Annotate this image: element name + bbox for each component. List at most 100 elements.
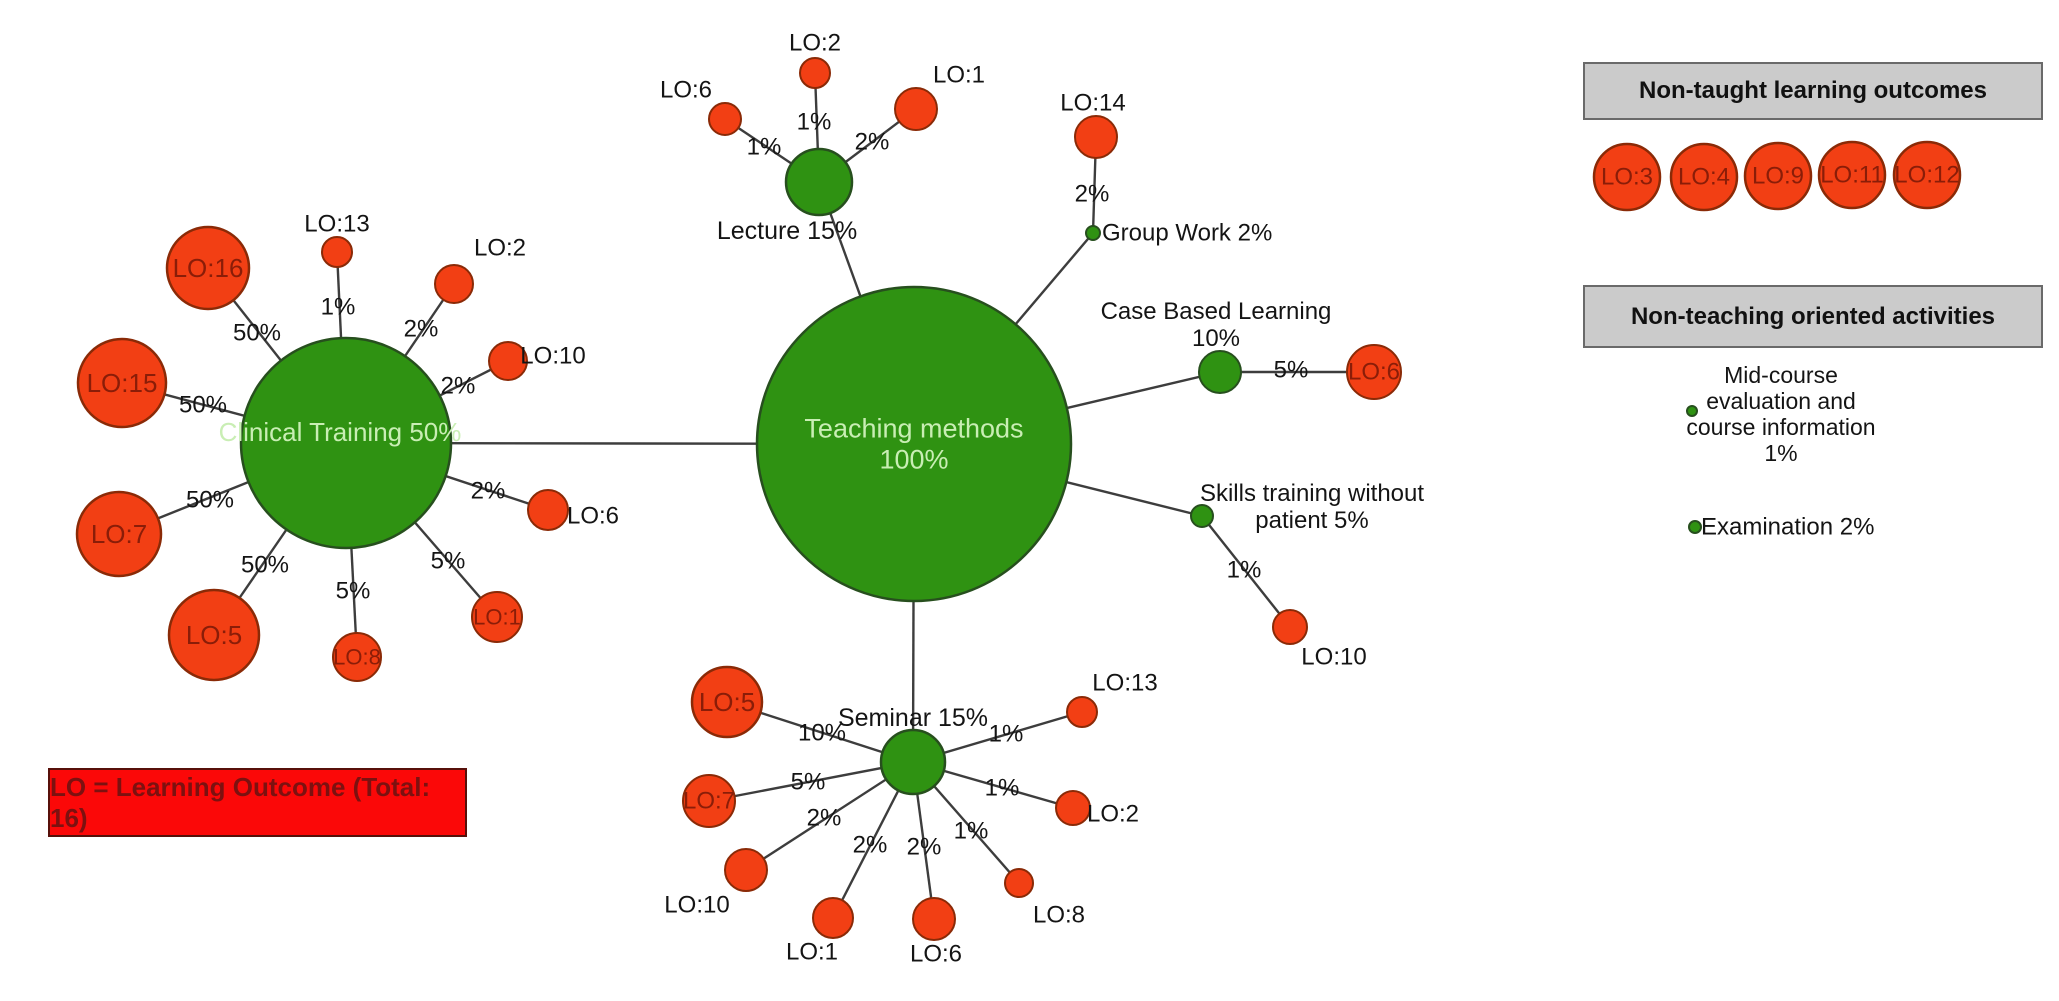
label-clinical-lo7: LO:7: [91, 519, 147, 549]
node-seminar-lo10: [724, 848, 768, 892]
label-group-work-lo14: LO:14: [1060, 90, 1125, 117]
label-seminar-lo1: LO:1: [786, 939, 838, 966]
label-case-based-learning: Case Based Learning 10%: [1101, 298, 1332, 352]
label-legend-lo11: LO:11: [1820, 162, 1884, 189]
node-legend-lo11: [1817, 140, 1887, 210]
node-lecture-lo1: [894, 87, 938, 131]
edge-label-clinical-training--clinical-lo15: 50%: [179, 392, 227, 419]
edge-label-lecture--lecture-lo1: 2%: [855, 129, 890, 156]
edge-seminar--seminar-lo7: [708, 760, 914, 803]
node-seminar: [879, 728, 947, 796]
node-clinical-lo1: [471, 591, 523, 643]
label-clinical-lo2: LO:2: [474, 235, 526, 262]
edge-label-seminar--seminar-lo8: 1%: [954, 818, 989, 845]
label-seminar-lo13: LO:13: [1092, 670, 1157, 697]
node-legend-lo9: [1743, 141, 1813, 211]
edge-label-skills-training--skills-lo10: 1%: [1227, 557, 1262, 584]
edge-label-clinical-training--clinical-lo2: 2%: [404, 316, 439, 343]
edge-label-clinical-training--clinical-lo5: 50%: [241, 552, 289, 579]
node-clinical-lo6: [527, 489, 569, 531]
lo-note-box: LO = Learning Outcome (Total: 16): [48, 768, 467, 837]
edge-label-lecture--lecture-lo2: 1%: [797, 109, 832, 136]
edge-label-seminar--seminar-lo6: 2%: [907, 834, 942, 861]
node-examination-item: [1688, 520, 1702, 534]
node-mid-course-item: [1686, 405, 1698, 417]
label-clinical-lo10: LO:10: [520, 343, 585, 370]
node-seminar-lo8: [1004, 868, 1034, 898]
node-legend-lo4: [1669, 142, 1739, 212]
edge-label-seminar--seminar-lo13: 1%: [989, 721, 1024, 748]
node-skills-training: [1190, 504, 1214, 528]
label-group-work: Group Work 2%: [1102, 220, 1272, 247]
label-case-lo6: LO:6: [1348, 359, 1400, 386]
node-clinical-lo8: [332, 632, 382, 682]
label-seminar-lo10: LO:10: [664, 892, 729, 919]
node-seminar-lo13: [1066, 696, 1098, 728]
edge-label-clinical-training--clinical-lo8: 5%: [336, 578, 371, 605]
node-seminar-lo1: [812, 897, 854, 939]
edge-label-clinical-training--clinical-lo13: 1%: [321, 294, 356, 321]
non-teaching-legend-title: Non-teaching oriented activities: [1583, 285, 2043, 348]
label-seminar-lo8: LO:8: [1033, 902, 1085, 929]
node-case-based-learning: [1198, 350, 1242, 394]
label-lecture-lo6: LO:6: [660, 77, 712, 104]
edge-label-clinical-training--clinical-lo1: 5%: [431, 548, 466, 575]
edge-label-group-work--group-work-lo14: 2%: [1075, 181, 1110, 208]
label-teaching-methods: Teaching methods 100%: [804, 414, 1023, 475]
node-seminar-lo6: [912, 897, 956, 941]
node-group-work-lo14: [1074, 115, 1118, 159]
edge-label-clinical-training--clinical-lo6: 2%: [471, 478, 506, 505]
edge-skills-training--skills-lo10: [1201, 515, 1291, 628]
label-legend-lo12: LO:12: [1894, 162, 1959, 189]
node-seminar-lo2: [1055, 790, 1091, 826]
node-group-work: [1085, 225, 1101, 241]
node-clinical-lo15: [76, 337, 168, 429]
edge-label-clinical-training--clinical-lo16: 50%: [233, 320, 281, 347]
label-legend-lo4: LO:4: [1678, 164, 1730, 191]
node-seminar-lo5: [690, 665, 764, 739]
label-seminar-lo6: LO:6: [910, 941, 962, 968]
node-clinical-training: [239, 336, 453, 550]
label-clinical-lo5: LO:5: [186, 620, 242, 650]
edge-label-seminar--seminar-lo10: 2%: [807, 805, 842, 832]
edge-label-lecture--lecture-lo6: 1%: [747, 134, 782, 161]
label-skills-lo10: LO:10: [1301, 644, 1366, 671]
label-clinical-lo15: LO:15: [87, 368, 158, 398]
edge-label-clinical-training--clinical-lo7: 50%: [186, 487, 234, 514]
label-examination-item: Examination 2%: [1701, 514, 1874, 541]
label-clinical-lo6: LO:6: [567, 503, 619, 530]
edge-label-case-based-learning--case-lo6: 5%: [1274, 357, 1309, 384]
edge-label-seminar--seminar-lo1: 2%: [853, 832, 888, 859]
label-seminar-lo2: LO:2: [1087, 801, 1139, 828]
label-seminar: Seminar 15%: [838, 704, 988, 732]
label-mid-course-item: Mid-course evaluation and course informati…: [1686, 362, 1875, 466]
label-clinical-lo13: LO:13: [304, 211, 369, 238]
edge-label-seminar--seminar-lo7: 5%: [791, 769, 826, 796]
label-clinical-lo8: LO:8: [333, 645, 381, 670]
node-lecture-lo2: [799, 57, 831, 89]
label-lecture-lo2: LO:2: [789, 30, 841, 57]
label-legend-lo3: LO:3: [1601, 164, 1653, 191]
label-seminar-lo5: LO:5: [699, 687, 755, 717]
non-taught-legend-title: Non-taught learning outcomes: [1583, 62, 2043, 120]
label-lecture-lo1: LO:1: [933, 62, 985, 89]
node-clinical-lo2: [434, 264, 474, 304]
label-clinical-lo16: LO:16: [173, 253, 244, 283]
label-clinical-lo1: LO:1: [473, 605, 521, 630]
node-clinical-lo16: [165, 225, 251, 311]
edge-label-seminar--seminar-lo2: 1%: [985, 775, 1020, 802]
node-teaching-methods: [755, 285, 1073, 603]
node-skills-lo10: [1272, 609, 1308, 645]
label-legend-lo9: LO:9: [1752, 163, 1804, 190]
node-legend-lo12: [1892, 140, 1962, 210]
node-lecture-lo6: [708, 102, 742, 136]
node-seminar-lo7: [682, 774, 736, 828]
node-clinical-lo7: [75, 490, 163, 578]
label-skills-training: Skills training without patient 5%: [1200, 480, 1424, 534]
node-clinical-lo13: [321, 236, 353, 268]
label-seminar-lo7: LO:7: [683, 788, 735, 815]
node-legend-lo3: [1592, 142, 1662, 212]
node-clinical-lo5: [167, 588, 261, 682]
